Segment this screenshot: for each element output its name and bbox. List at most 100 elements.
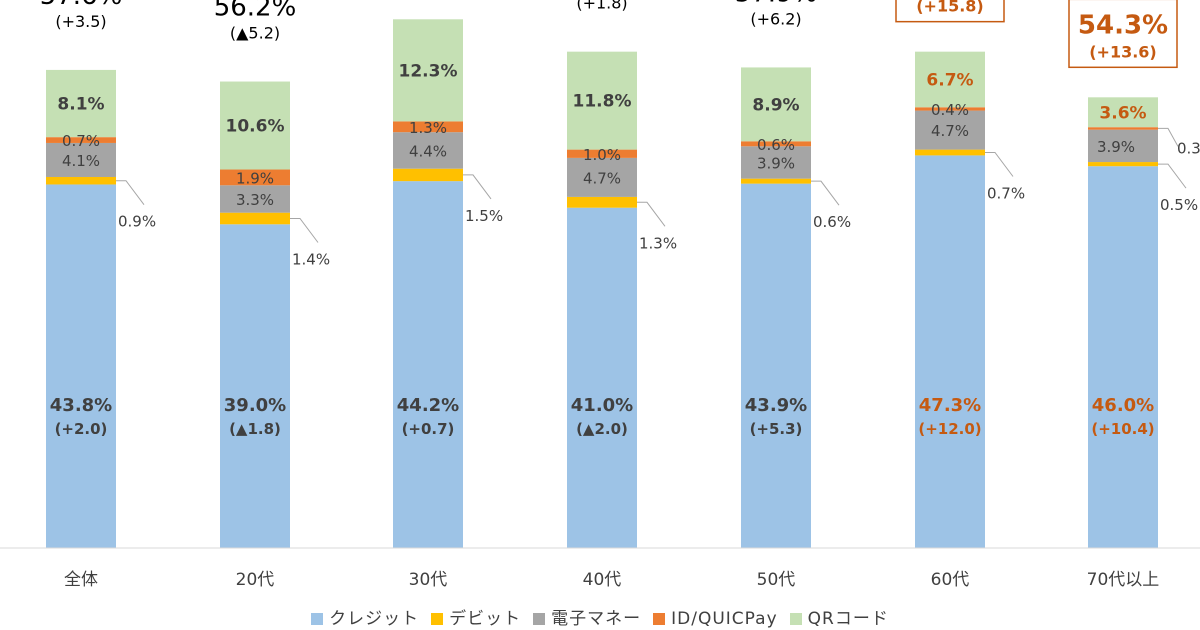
legend-item: 電子マネー	[533, 604, 641, 629]
legend-label: QRコード	[807, 609, 889, 629]
total-change-label: (+13.6)	[1089, 42, 1157, 61]
x-tick-label: 60代	[931, 570, 970, 590]
legend: クレジット デビット 電子マネー ID/QUICPay QRコード	[0, 604, 1200, 629]
legend-item: クレジット	[311, 604, 419, 629]
qr-value-label: 12.3%	[399, 61, 458, 81]
bar-segment	[220, 169, 290, 186]
total-change-label: (+3.5)	[55, 12, 106, 31]
legend-item: ID/QUICPay	[653, 609, 778, 629]
bar-segment	[46, 184, 116, 548]
debit-value-label: 0.7%	[987, 185, 1025, 203]
bar-segment	[1088, 166, 1158, 548]
idquicpay-value-label: 0.4%	[931, 101, 969, 119]
debit-value-label: 1.3%	[639, 234, 677, 252]
leader-line	[1158, 163, 1187, 189]
bar-segment	[220, 81, 290, 170]
total-value-label: 57.9%	[735, 0, 818, 8]
bar-segment	[1088, 129, 1158, 163]
bar-segment	[741, 67, 811, 142]
bar-segment	[915, 51, 985, 108]
idquicpay-value-label: 1.9%	[236, 169, 274, 187]
bar-segment	[46, 142, 116, 177]
bar-segment	[220, 212, 290, 225]
legend-swatch	[789, 613, 802, 625]
data-labels: 43.8% (+2.0) 8.1% 4.1% 0.7% 0.9% 57.6%(+3.5) 39…	[40, 0, 1200, 438]
bar-segment	[46, 137, 116, 143]
bar-segment	[46, 69, 116, 138]
qr-value-label: 10.6%	[226, 117, 285, 137]
x-tick-label: 70代以上	[1087, 570, 1160, 590]
credit-change-label: (+2.0)	[55, 420, 108, 438]
credit-change-label: (+10.4)	[1091, 420, 1154, 438]
idquicpay-value-label: 0.6%	[757, 136, 795, 154]
legend-label: ID/QUICPay	[671, 609, 778, 629]
bar-segment	[393, 19, 463, 122]
bar-segment	[741, 178, 811, 184]
bar-segment	[393, 132, 463, 169]
idquicpay-value-label: 0.3	[1177, 139, 1200, 157]
leader-line	[985, 152, 1014, 177]
qr-value-label: 8.1%	[57, 95, 104, 115]
credit-value-label: 44.2%	[397, 395, 459, 416]
emoney-value-label: 4.1%	[62, 152, 100, 170]
legend-swatch	[533, 613, 546, 625]
total-highlight-box	[1068, 0, 1178, 69]
qr-value-label: 3.6%	[1099, 103, 1146, 123]
credit-value-label: 39.0%	[224, 395, 286, 416]
legend-label: デビット	[449, 609, 522, 629]
bar-segment	[567, 196, 637, 208]
x-axis-tick-labels: 全体 20代 30代 40代 50代 60代 70代以上	[64, 570, 1159, 590]
bar-segment	[220, 224, 290, 549]
qr-value-label: 6.7%	[926, 70, 973, 90]
emoney-value-label: 3.9%	[757, 154, 795, 172]
emoney-value-label: 4.4%	[409, 142, 447, 160]
debit-value-label: 0.9%	[118, 213, 156, 231]
emoney-value-label: 3.3%	[236, 191, 274, 209]
legend-swatch	[431, 613, 444, 625]
bar-segment	[220, 185, 290, 213]
emoney-value-label: 4.7%	[931, 122, 969, 140]
qr-value-label: 11.8%	[573, 92, 632, 112]
bar-segment	[46, 176, 116, 185]
bar-segment	[393, 181, 463, 548]
total-change-label: (+6.2)	[750, 9, 801, 28]
legend-swatch	[653, 613, 666, 625]
x-tick-label: 全体	[64, 570, 98, 590]
idquicpay-value-label: 1.3%	[409, 119, 447, 137]
total-change-label: (+15.8)	[916, 0, 984, 16]
x-tick-label: 40代	[583, 570, 622, 590]
leader-lines	[116, 127, 1187, 243]
bar-segment	[567, 149, 637, 158]
legend-label: クレジット	[329, 609, 420, 629]
bar-segment	[741, 146, 811, 179]
legend-label: 電子マネー	[551, 609, 642, 629]
total-value-label: 54.3%	[1078, 10, 1168, 40]
credit-change-label: (▲2.0)	[576, 420, 628, 438]
idquicpay-value-label: 0.7%	[62, 132, 100, 150]
total-highlight-box	[895, 0, 1005, 23]
legend-item: デビット	[431, 604, 521, 629]
credit-change-label: (+12.0)	[918, 420, 981, 438]
leader-line	[1158, 127, 1179, 147]
credit-change-label: (+5.3)	[750, 420, 803, 438]
x-tick-label: 30代	[409, 570, 448, 590]
debit-value-label: 0.6%	[813, 213, 851, 231]
total-change-label: (▲5.2)	[230, 24, 280, 43]
emoney-value-label: 3.9%	[1097, 138, 1135, 156]
qr-value-label: 8.9%	[752, 95, 799, 115]
emoney-value-label: 4.7%	[583, 169, 621, 187]
idquicpay-value-label: 1.0%	[583, 146, 621, 164]
credit-change-label: (+0.7)	[402, 420, 455, 438]
total-value-label: 56.2%	[214, 0, 297, 23]
bars-layer	[46, 19, 1158, 549]
x-tick-label: 50代	[757, 570, 796, 590]
bar-segment	[567, 51, 637, 150]
leader-line	[811, 180, 840, 206]
bar-segment	[1088, 162, 1158, 167]
bar-segment	[741, 183, 811, 548]
bar-segment	[567, 157, 637, 197]
x-tick-label: 20代	[236, 570, 275, 590]
debit-value-label: 1.5%	[465, 207, 503, 225]
bar-segment	[393, 121, 463, 133]
bar-segment	[915, 155, 985, 548]
